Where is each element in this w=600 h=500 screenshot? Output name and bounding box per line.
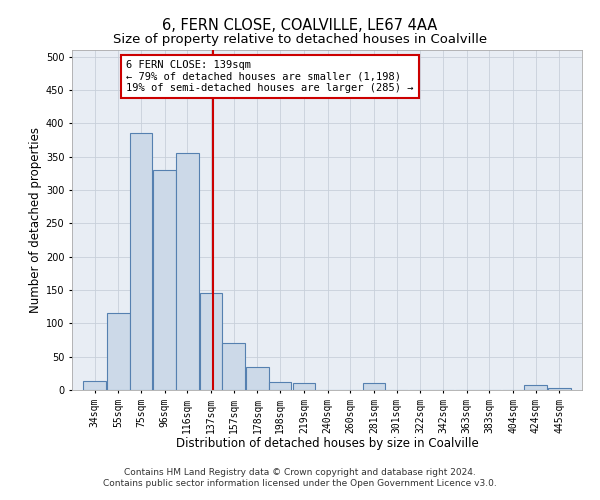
Y-axis label: Number of detached properties: Number of detached properties bbox=[29, 127, 41, 313]
Bar bbox=[269, 382, 292, 390]
X-axis label: Distribution of detached houses by size in Coalville: Distribution of detached houses by size … bbox=[176, 437, 478, 450]
Bar bbox=[524, 384, 547, 390]
Text: 6, FERN CLOSE, COALVILLE, LE67 4AA: 6, FERN CLOSE, COALVILLE, LE67 4AA bbox=[163, 18, 437, 32]
Text: Size of property relative to detached houses in Coalville: Size of property relative to detached ho… bbox=[113, 32, 487, 46]
Bar bbox=[130, 134, 152, 390]
Bar bbox=[223, 344, 245, 390]
Bar bbox=[107, 314, 130, 390]
Bar bbox=[293, 384, 315, 390]
Bar bbox=[200, 294, 223, 390]
Text: Contains HM Land Registry data © Crown copyright and database right 2024.
Contai: Contains HM Land Registry data © Crown c… bbox=[103, 468, 497, 487]
Text: 6 FERN CLOSE: 139sqm
← 79% of detached houses are smaller (1,198)
19% of semi-de: 6 FERN CLOSE: 139sqm ← 79% of detached h… bbox=[126, 60, 414, 93]
Bar bbox=[176, 154, 199, 390]
Bar bbox=[154, 170, 176, 390]
Bar bbox=[83, 382, 106, 390]
Bar bbox=[246, 366, 269, 390]
Bar bbox=[362, 384, 385, 390]
Bar bbox=[548, 388, 571, 390]
